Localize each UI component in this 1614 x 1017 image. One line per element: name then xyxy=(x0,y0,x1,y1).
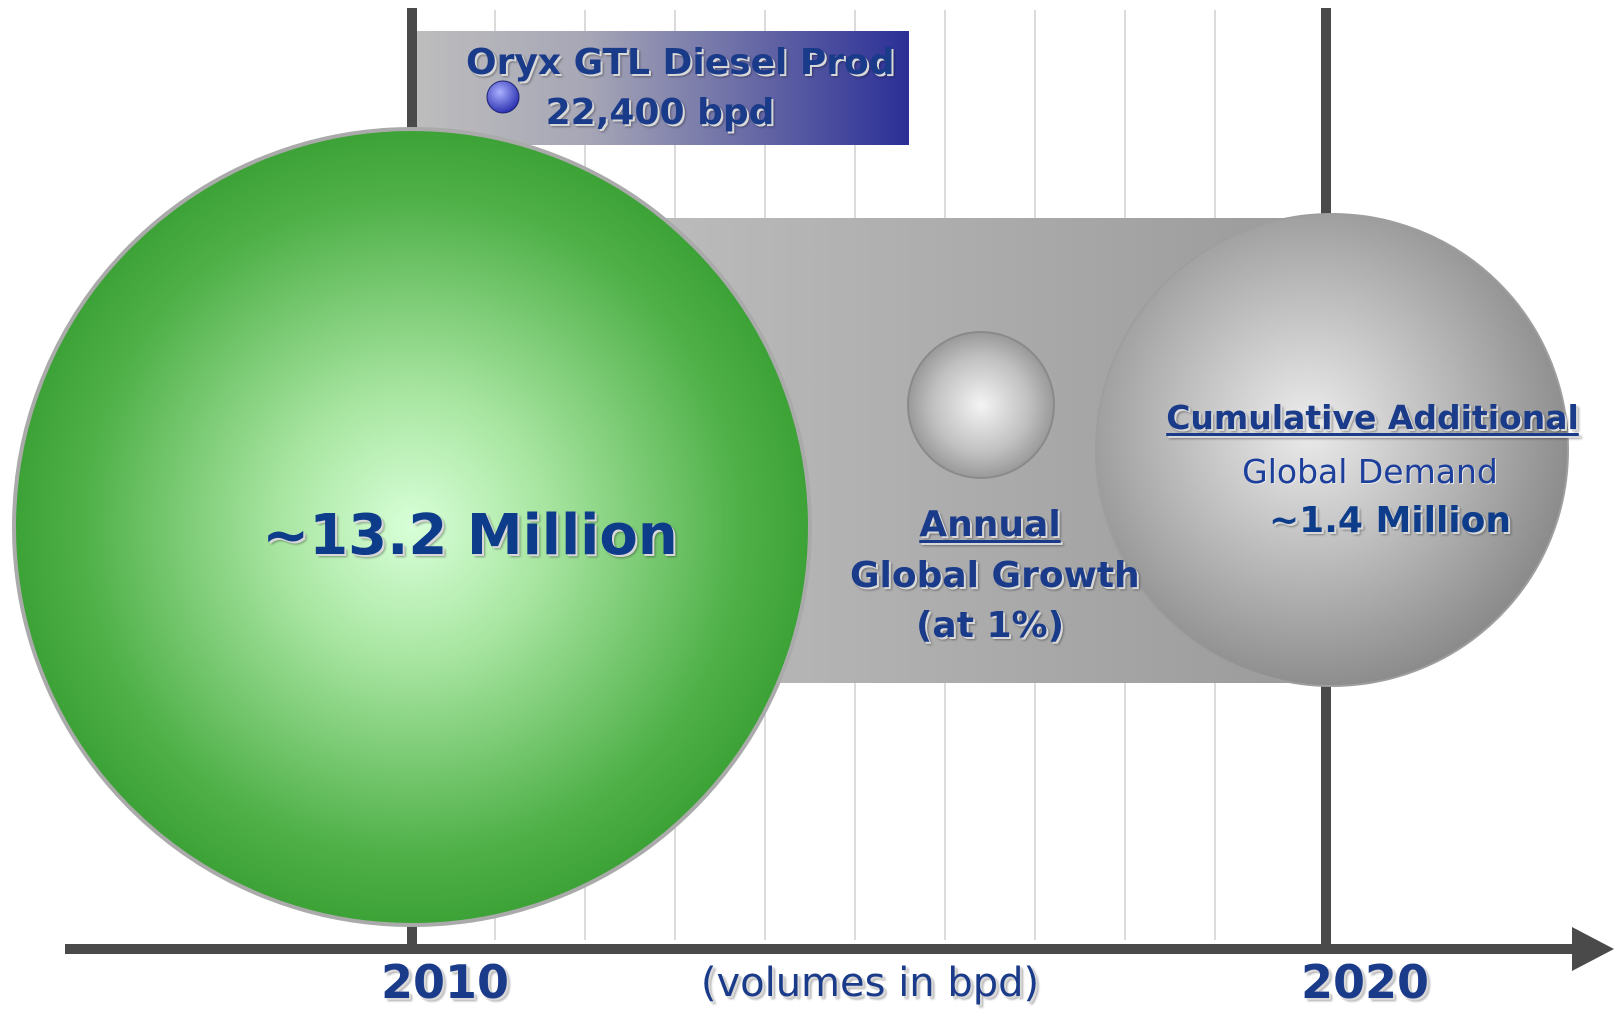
cumulative-demand-circle xyxy=(1095,213,1569,687)
cumulative-demand-title: Cumulative Additional xyxy=(1166,398,1579,437)
current-demand-circle xyxy=(12,127,812,927)
production-dot xyxy=(486,80,520,114)
annual-growth-line3: (at 1%) xyxy=(915,605,1065,646)
cumulative-demand-value: ~1.4 Million xyxy=(1268,500,1511,541)
axis-arrowhead xyxy=(1572,927,1614,971)
annual-growth-line2: Global Growth xyxy=(850,555,1140,596)
production-title: Oryx GTL Diesel Prod xyxy=(466,42,895,83)
annual-growth-circle xyxy=(907,331,1055,479)
cumulative-demand-line2: Global Demand xyxy=(1242,452,1498,491)
annual-growth-title: Annual xyxy=(919,504,1061,545)
current-demand-value: ~13.2 Million xyxy=(262,503,678,568)
production-value: 22,400 bpd xyxy=(545,92,775,133)
axis-units-note: (volumes in bpd) xyxy=(700,960,1040,1006)
axis-start-year: 2010 xyxy=(380,955,510,1009)
axis-end-year: 2020 xyxy=(1300,955,1430,1009)
